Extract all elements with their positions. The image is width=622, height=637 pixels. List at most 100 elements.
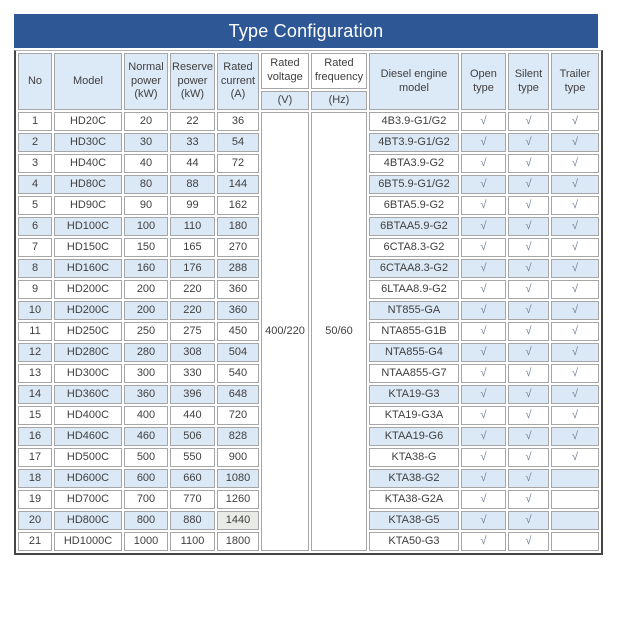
cell-model: HD40C [54,154,122,173]
cell-trailer-type-check: √ [550,175,599,194]
cell-reserve-power: 1100 [170,532,215,551]
cell-model: HD300C [54,364,122,383]
cell-reserve-power: 44 [170,154,215,173]
cell-rated-current: 36 [216,112,259,131]
cell-no: 12 [18,343,52,362]
cell-silent-type-check: √ [507,364,549,383]
cell-rated-current: 162 [216,196,259,215]
cell-normal-power: 460 [124,427,168,446]
cell-engine-model: KTA38-G5 [368,511,459,530]
table-row: 20 HD800C 800 880 1440 KTA38-G5 √ √ [18,511,599,530]
type-configuration-table: No Model Normal power (kW) Reserve power… [14,50,603,555]
cell-normal-power: 80 [124,175,168,194]
cell-normal-power: 150 [124,238,168,257]
cell-engine-model: 6BTAA5.9-G2 [368,217,459,236]
cell-model: HD80C [54,175,122,194]
col-header-trailer-type: Trailer type [550,53,599,110]
cell-normal-power: 200 [124,280,168,299]
cell-normal-power: 600 [124,469,168,488]
cell-trailer-type-check: √ [550,322,599,341]
cell-rated-current: 144 [216,175,259,194]
cell-rated-current: 180 [216,217,259,236]
cell-open-type-check: √ [460,343,506,362]
cell-model: HD800C [54,511,122,530]
cell-engine-model: KTA38-G2A [368,490,459,509]
cell-trailer-type-check: √ [550,448,599,467]
cell-engine-model: NT855-GA [368,301,459,320]
table-row: 13 HD300C 300 330 540 NTAA855-G7 √ √ √ [18,364,599,383]
cell-model: HD700C [54,490,122,509]
cell-engine-model: KTA38-G [368,448,459,467]
table-row: 15 HD400C 400 440 720 KTA19-G3A √ √ √ [18,406,599,425]
table-row: 5 HD90C 90 99 162 6BTA5.9-G2 √ √ √ [18,196,599,215]
cell-rated-current: 450 [216,322,259,341]
cell-model: HD400C [54,406,122,425]
cell-engine-model: 6CTAA8.3-G2 [368,259,459,278]
cell-engine-model: KTA19-G3A [368,406,459,425]
cell-reserve-power: 99 [170,196,215,215]
col-header-voltage-unit: (V) [260,91,309,110]
table-row: 19 HD700C 700 770 1260 KTA38-G2A √ √ [18,490,599,509]
cell-open-type-check: √ [460,364,506,383]
cell-reserve-power: 220 [170,280,215,299]
cell-engine-model: KTA19-G3 [368,385,459,404]
cell-normal-power: 1000 [124,532,168,551]
cell-engine-model: NTA855-G1B [368,322,459,341]
cell-reserve-power: 165 [170,238,215,257]
cell-reserve-power: 308 [170,343,215,362]
cell-trailer-type-check: √ [550,154,599,173]
cell-rated-current: 54 [216,133,259,152]
cell-model: HD1000C [54,532,122,551]
cell-silent-type-check: √ [507,133,549,152]
cell-trailer-type-check: √ [550,301,599,320]
cell-normal-power: 300 [124,364,168,383]
table-row: 7 HD150C 150 165 270 6CTA8.3-G2 √ √ √ [18,238,599,257]
cell-engine-model: 4B3.9-G1/G2 [368,112,459,131]
cell-trailer-type-check [550,490,599,509]
col-header-rated-current: Rated current (A) [216,53,259,110]
cell-reserve-power: 330 [170,364,215,383]
cell-trailer-type-check [550,511,599,530]
cell-silent-type-check: √ [507,406,549,425]
cell-open-type-check: √ [460,469,506,488]
cell-silent-type-check: √ [507,385,549,404]
table-row: 12 HD280C 280 308 504 NTA855-G4 √ √ √ [18,343,599,362]
cell-trailer-type-check: √ [550,385,599,404]
table-row: 16 HD460C 460 506 828 KTAA19-G6 √ √ √ [18,427,599,446]
cell-open-type-check: √ [460,427,506,446]
cell-normal-power: 700 [124,490,168,509]
cell-open-type-check: √ [460,406,506,425]
cell-silent-type-check: √ [507,490,549,509]
col-header-no: No [18,53,52,110]
cell-trailer-type-check: √ [550,280,599,299]
cell-trailer-type-check: √ [550,259,599,278]
table-body: 1 HD20C 20 22 36 400/220 50/60 4B3.9-G1/G2 √ √ √ 2 H… [18,112,599,551]
cell-rated-current: 360 [216,301,259,320]
cell-silent-type-check: √ [507,322,549,341]
table-row: 11 HD250C 250 275 450 NTA855-G1B √ √ √ [18,322,599,341]
table-row: 2 HD30C 30 33 54 4BT3.9-G1/G2 √ √ √ [18,133,599,152]
header-row-main: No Model Normal power (kW) Reserve power… [18,53,599,110]
cell-silent-type-check: √ [507,280,549,299]
cell-normal-power: 400 [124,406,168,425]
cell-open-type-check: √ [460,196,506,215]
cell-model: HD600C [54,469,122,488]
cell-open-type-check: √ [460,385,506,404]
cell-open-type-check: √ [460,217,506,236]
cell-rated-current: 72 [216,154,259,173]
cell-model: HD150C [54,238,122,257]
col-header-normal-power: Normal power (kW) [124,53,168,110]
cell-rated-current: 1080 [216,469,259,488]
cell-reserve-power: 176 [170,259,215,278]
cell-normal-power: 30 [124,133,168,152]
cell-engine-model: 6BTA5.9-G2 [368,196,459,215]
cell-no: 1 [18,112,52,131]
cell-silent-type-check: √ [507,511,549,530]
cell-engine-model: 6LTAA8.9-G2 [368,280,459,299]
cell-trailer-type-check: √ [550,238,599,257]
cell-normal-power: 100 [124,217,168,236]
col-header-model: Model [54,53,122,110]
cell-model: HD460C [54,427,122,446]
cell-reserve-power: 220 [170,301,215,320]
